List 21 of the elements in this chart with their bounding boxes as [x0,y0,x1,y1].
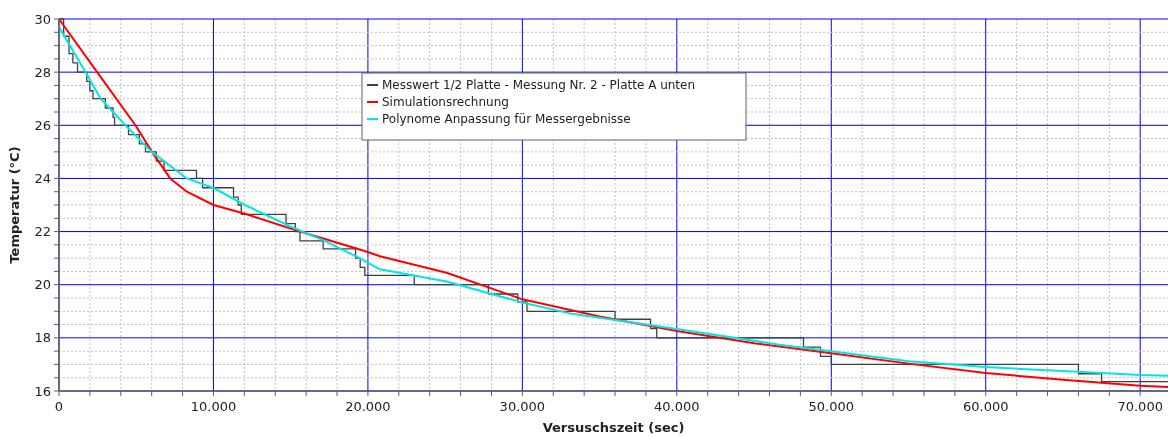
x-tick-label: 60.000 [962,399,1009,414]
x-tick-label: 70.000 [1117,399,1163,414]
y-tick-label: 16 [34,383,51,399]
x-tick-label: 0 [54,399,64,414]
y-tick-label: 18 [34,330,51,346]
legend-label: Simulationsrechnung [382,95,509,110]
x-tick-label: 20.000 [345,399,391,414]
x-tick-label: 40.000 [654,399,700,414]
x-tick-label: 50.000 [808,399,855,414]
x-axis-title: Versuschszeit (sec) [542,420,685,435]
y-tick-label: 30 [34,11,51,27]
y-tick-label: 22 [34,224,51,240]
legend-label: Messwert 1/2 Platte - Messung Nr. 2 - Platte A unten [382,78,696,93]
x-tick-label: 30.000 [499,399,546,414]
y-axis-title: Temperatur (°C) [7,146,22,264]
y-tick-label: 20 [34,277,51,293]
legend-label: Polynome Anpassung für Messergebnisse [382,112,631,127]
x-tick-label: 10.000 [190,399,237,414]
y-tick-label: 26 [34,117,51,133]
y-tick-label: 24 [34,170,51,186]
y-tick-label: 28 [34,64,51,80]
